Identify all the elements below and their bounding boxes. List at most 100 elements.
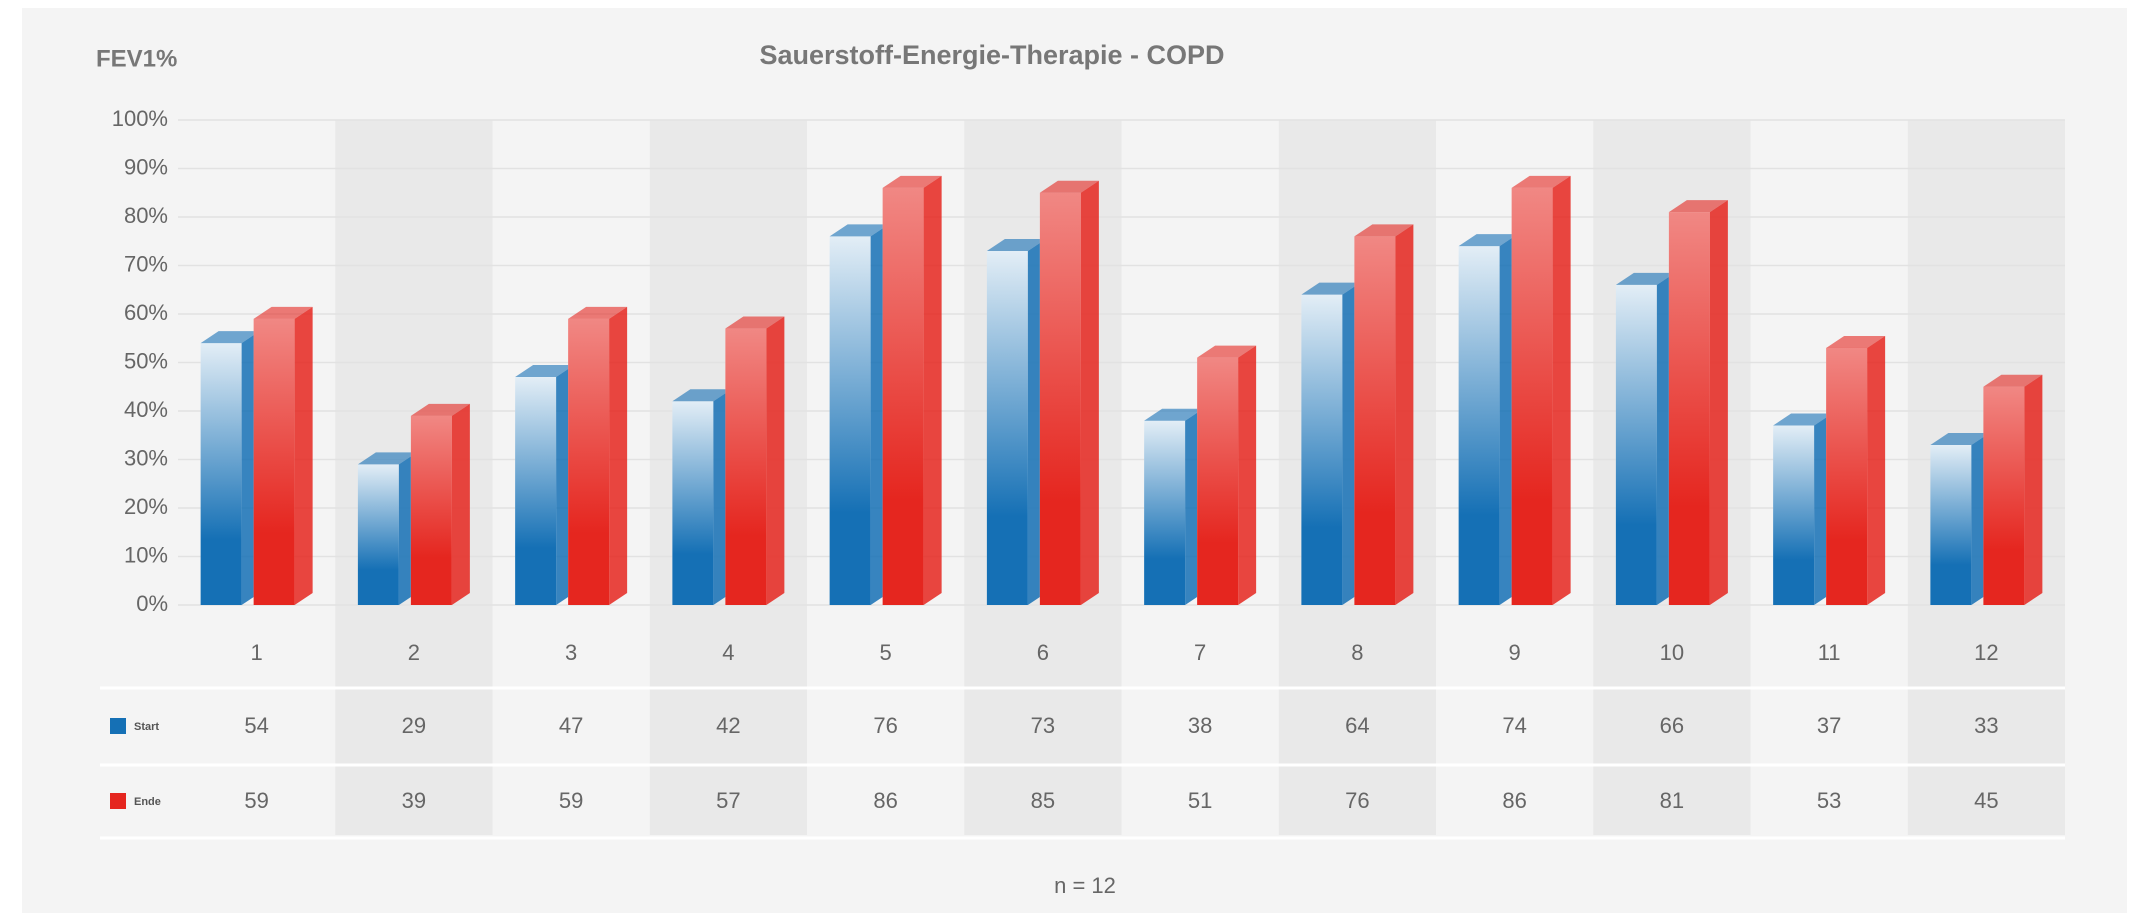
bar bbox=[515, 377, 557, 605]
bar-side bbox=[294, 306, 313, 605]
bar-side bbox=[1080, 180, 1099, 605]
bar-top bbox=[1511, 175, 1571, 188]
bar bbox=[1458, 246, 1500, 605]
bar-top bbox=[568, 306, 628, 319]
bar-top bbox=[1039, 180, 1099, 193]
bar-side bbox=[1238, 345, 1257, 605]
table-value: 53 bbox=[1817, 788, 1841, 813]
bar-top bbox=[200, 331, 260, 344]
note: n = 12 bbox=[1054, 873, 1116, 898]
y-tick-label: 50% bbox=[124, 348, 168, 373]
bar bbox=[829, 236, 871, 605]
bar bbox=[1039, 192, 1081, 605]
x-tick-label: 11 bbox=[1818, 640, 1841, 665]
bar-top bbox=[253, 306, 313, 319]
y-tick-label: 20% bbox=[124, 494, 168, 519]
table-value: 59 bbox=[244, 788, 268, 813]
bar-top bbox=[357, 452, 417, 465]
table-value: 76 bbox=[1345, 788, 1369, 813]
bar bbox=[1144, 420, 1186, 605]
bar bbox=[410, 415, 452, 605]
table-value: 74 bbox=[1502, 713, 1526, 738]
table-value: 51 bbox=[1188, 788, 1212, 813]
bar bbox=[986, 250, 1028, 605]
bar bbox=[253, 318, 295, 605]
legend-label: Start bbox=[134, 721, 159, 733]
bar-side bbox=[609, 306, 628, 605]
bar-top bbox=[1668, 200, 1728, 213]
y-axis-label: FEV1% bbox=[96, 45, 177, 72]
table-value: 37 bbox=[1817, 713, 1841, 738]
y-tick-label: 60% bbox=[124, 300, 168, 325]
bar bbox=[1668, 212, 1710, 605]
y-tick-label: 70% bbox=[124, 251, 168, 276]
table-value: 45 bbox=[1974, 788, 1998, 813]
bar bbox=[200, 343, 242, 605]
table-value: 85 bbox=[1031, 788, 1055, 813]
bar-top bbox=[410, 403, 470, 416]
x-tick-label: 2 bbox=[408, 640, 420, 665]
bar-side bbox=[451, 403, 470, 605]
bar-top bbox=[1930, 432, 1990, 445]
table-value: 42 bbox=[716, 713, 740, 738]
bar bbox=[1354, 236, 1396, 605]
bar-top bbox=[986, 238, 1046, 251]
bar bbox=[1197, 357, 1239, 605]
chart-title: Sauerstoff-Energie-Therapie - COPD bbox=[759, 40, 1224, 70]
bar bbox=[357, 464, 399, 605]
bar bbox=[725, 328, 767, 605]
bar-top bbox=[1773, 413, 1833, 426]
bar-top bbox=[725, 316, 785, 329]
bar bbox=[672, 401, 714, 605]
table-value: 38 bbox=[1188, 713, 1212, 738]
x-tick-label: 5 bbox=[880, 640, 892, 665]
x-tick-label: 12 bbox=[1974, 640, 1998, 665]
table-value: 29 bbox=[402, 713, 426, 738]
bar-side bbox=[2024, 374, 2043, 605]
legend-swatch bbox=[110, 793, 126, 809]
bar-side bbox=[1867, 335, 1886, 605]
y-tick-label: 30% bbox=[124, 445, 168, 470]
x-tick-label: 3 bbox=[565, 640, 577, 665]
y-tick-label: 40% bbox=[124, 397, 168, 422]
table-value: 47 bbox=[559, 713, 583, 738]
bar bbox=[1301, 294, 1343, 605]
bar bbox=[882, 187, 924, 605]
x-tick-label: 8 bbox=[1351, 640, 1363, 665]
x-tick-label: 6 bbox=[1037, 640, 1049, 665]
table-value: 59 bbox=[559, 788, 583, 813]
x-tick-label: 9 bbox=[1509, 640, 1521, 665]
table-value: 86 bbox=[1502, 788, 1526, 813]
y-tick-label: 100% bbox=[112, 106, 168, 131]
bar-side bbox=[1395, 224, 1414, 605]
y-tick-label: 10% bbox=[124, 542, 168, 567]
table-value: 54 bbox=[244, 713, 268, 738]
bar-top bbox=[1301, 282, 1361, 295]
table-value: 73 bbox=[1031, 713, 1055, 738]
bar bbox=[1826, 347, 1868, 605]
table-value: 81 bbox=[1660, 788, 1684, 813]
bar-top bbox=[1144, 408, 1204, 421]
table-value: 66 bbox=[1660, 713, 1684, 738]
bar-top bbox=[1197, 345, 1257, 358]
y-tick-label: 80% bbox=[124, 203, 168, 228]
bar-side bbox=[1552, 175, 1571, 605]
bar bbox=[1615, 284, 1657, 605]
table-value: 57 bbox=[716, 788, 740, 813]
bar-top bbox=[1615, 272, 1675, 285]
bar-side bbox=[766, 316, 785, 605]
table-value: 33 bbox=[1974, 713, 1998, 738]
bar-side bbox=[923, 175, 942, 605]
table-value: 86 bbox=[873, 788, 897, 813]
bar-top bbox=[1826, 335, 1886, 348]
bar-top bbox=[1354, 224, 1414, 237]
x-tick-label: 10 bbox=[1660, 640, 1684, 665]
bar-top bbox=[829, 224, 889, 237]
table-value: 76 bbox=[873, 713, 897, 738]
legend-label: Ende bbox=[134, 796, 161, 808]
bar-top bbox=[1458, 234, 1518, 247]
y-tick-label: 90% bbox=[124, 154, 168, 179]
bar-top bbox=[1983, 374, 2043, 387]
bar bbox=[1930, 444, 1972, 605]
